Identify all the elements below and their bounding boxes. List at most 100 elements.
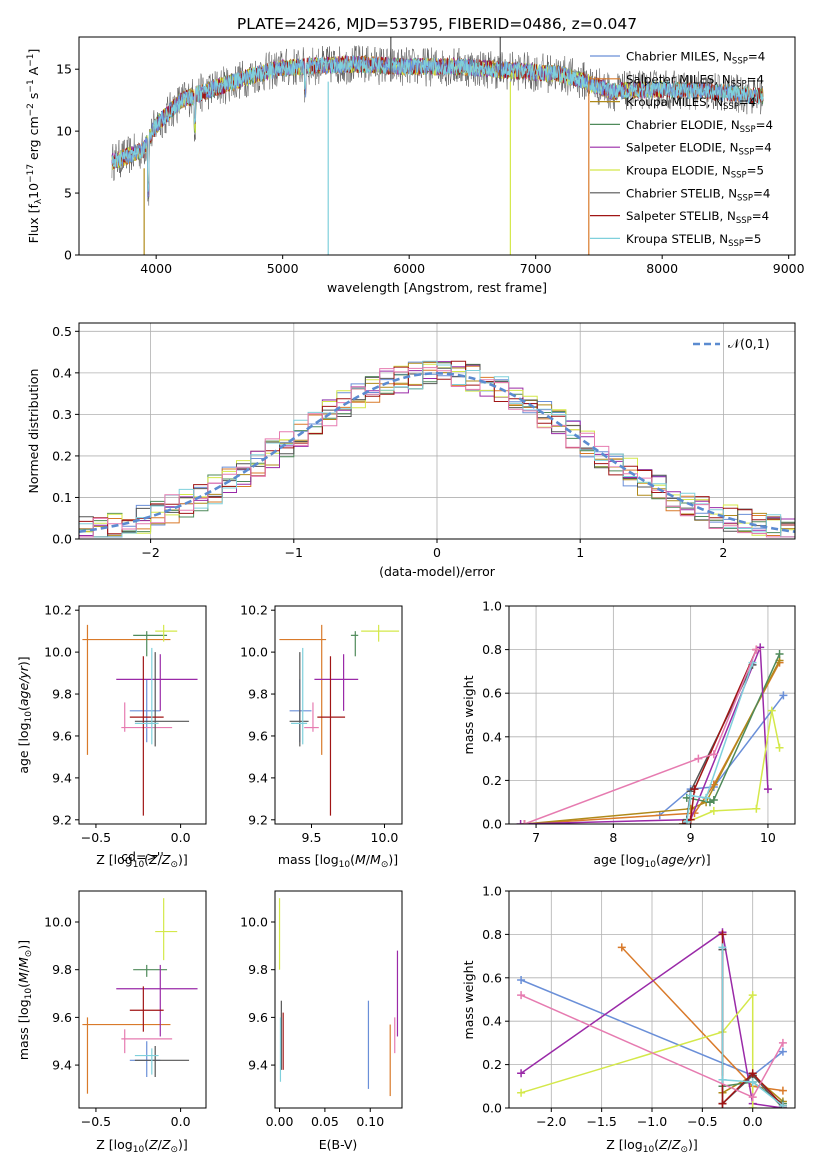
y-tick-label: 0.0 [482,1101,502,1116]
weight-marker [709,796,718,805]
x-tick-label: 0.00 [266,1114,294,1129]
weight-marker [779,691,788,700]
y-tick-label: 0.6 [482,686,502,701]
error-point [129,656,164,816]
x-tick-label: 0.05 [311,1114,339,1129]
y-axis-label: Normed distribution [26,369,41,494]
y-tick-label: 0.8 [482,927,502,942]
y-tick-label: 9.2 [248,812,268,827]
y-axis-label: mass [log10(M/M⊙)] [16,940,34,1060]
legend-label: Kroupa ELODIE, NSSP=5 [626,164,764,181]
x-tick-label: 0.0 [171,830,191,845]
y-tick-label: 9.6 [248,728,268,743]
y-tick-label: 5 [64,186,72,201]
legend-entry: Kroupa ELODIE, NSSP=5 [590,164,764,181]
weight-marker [617,943,626,952]
weight-marker [752,645,761,654]
weight-vs-age-panel: 7 8 9 10 0.0 0.2 0.4 0.6 0.8 1.0 age [log10(age/yr… [461,599,796,870]
axes-frame [78,605,207,825]
weight-marker [694,754,703,763]
weight-marker [517,975,526,984]
legend-label: Salpeter STELIB, NSSP=4 [626,209,769,226]
x-tick-label: 0.0 [743,1114,763,1129]
error-point [133,964,168,977]
plot-area [516,643,788,824]
legend-entry: Salpeter ELODIE, NSSP=4 [590,141,772,158]
plot-area [517,928,787,1108]
y-tick-label: 9.6 [52,728,72,743]
y-tick-label: 10.0 [240,915,268,930]
y-tick-label: 9.8 [248,962,268,977]
error-point [155,624,178,642]
legend-entry: Chabrier STELIB, NSSP=4 [590,186,770,203]
x-axis-label: Z [log10(Z/Z⊙)] [96,852,188,870]
legend-entry: Chabrier ELODIE, NSSP=4 [590,118,773,135]
weight-line [520,930,784,1108]
mass-vs-ebv-panel: 0.00 0.05 0.10 9.4 9.6 9.8 10.0 E(B-V) [240,890,403,1152]
legend-label: Salpeter ELODIE, NSSP=4 [626,141,772,158]
x-tick-label: −1.0 [637,1114,667,1129]
weight-marker [517,1069,526,1078]
x-axis-label: Z [log10(Z/Z⊙)] [96,1137,188,1155]
x-tick-label: 0.10 [356,1114,384,1129]
weight-series [516,643,772,824]
weight-marker [778,1047,787,1056]
error-point [289,679,312,743]
legend-entry: Salpeter STELIB, NSSP=4 [590,209,769,226]
x-tick-label: −1 [285,545,303,560]
x-axis-label: Z [log10(Z/Z⊙)] [606,1137,698,1155]
y-tick-label: 15 [56,62,72,77]
y-tick-label: 0.1 [52,490,72,505]
x-tick-label: 1 [576,545,584,560]
x-tick-label: 0 [433,545,441,560]
axes-frame [274,605,403,825]
x-axis-label: cd=>'' [121,849,164,864]
weight-marker [775,649,784,658]
error-point [116,654,198,711]
y-tick-label: 0.8 [482,642,502,657]
weight-marker [778,1038,787,1047]
y-tick-label: 0.4 [482,729,502,744]
mass-vs-metallicity-panel: −0.5 0.0 9.4 9.6 9.8 10.0 Z [log10(Z/Z⊙)] mass … [16,890,207,1155]
weight-marker [520,820,529,824]
y-tick-label: 0.3 [52,407,72,422]
error-point [134,1046,190,1077]
error-point [121,1029,173,1054]
y-axis-label: Flux [fλ10−17 erg cm−2 s−1 A−1] [26,49,44,244]
error-point [289,652,309,747]
error-point [317,656,346,816]
residuals-panel: −2 −1 0 1 2 0.0 0.1 0.2 0.3 0.4 0.5 (data-model)/er… [26,322,796,579]
error-point [121,702,173,732]
plot-area [79,360,795,538]
error-point [129,986,164,1032]
axes-frame [78,36,796,256]
error-point [350,631,359,657]
weight-marker [748,991,757,1000]
y-tick-label: 1.0 [482,599,502,614]
x-axis-label: (data-model)/error [379,564,496,579]
legend-label: Chabrier ELODIE, NSSP=4 [626,118,773,135]
y-axis-label: mass weight [461,960,476,1039]
legend-label: Chabrier STELIB, NSSP=4 [626,186,770,203]
y-tick-label: 9.8 [52,962,72,977]
weight-marker [752,804,761,813]
weight-line [524,649,758,824]
gaussian-curve [79,371,795,533]
x-tick-label: 9000 [773,261,805,276]
x-tick-label: −1.5 [586,1114,616,1129]
x-tick-label: 5000 [267,261,299,276]
plot-area [111,37,764,255]
weight-marker [709,750,718,759]
x-tick-label: 2 [719,545,727,560]
plot-area [279,624,400,816]
x-tick-label: 10 [760,830,776,845]
weight-marker [763,785,772,794]
x-tick-label: −2.0 [536,1114,566,1129]
x-tick-label: 8000 [646,261,678,276]
y-tick-label: 9.4 [52,1058,72,1073]
y-tick-label: 0.2 [52,448,72,463]
legend-label: 𝒩(0,1) [728,336,770,351]
x-axis-label: E(B-V) [319,1137,358,1152]
weight-series [682,658,757,824]
x-tick-label: 9 [687,830,695,845]
